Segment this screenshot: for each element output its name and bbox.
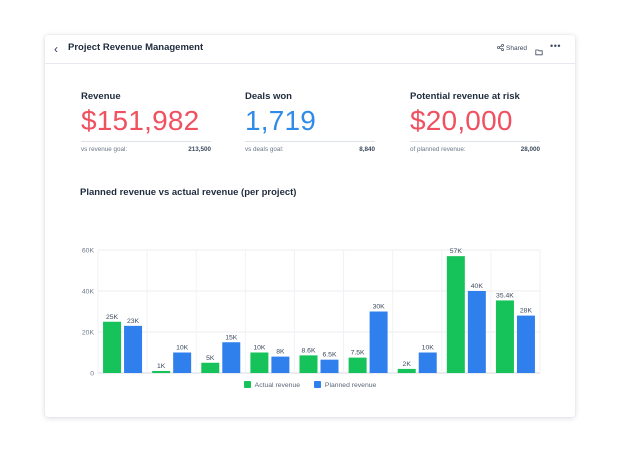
bar-planned-revenue[interactable] [320,359,339,373]
data-label: 40K [471,283,484,290]
data-label: 28K [520,308,533,315]
data-label: 7.5K [351,350,365,357]
data-label: 30K [373,304,386,311]
share-icon [497,44,505,51]
folder-icon[interactable] [535,43,543,61]
data-label: 2K [403,361,412,368]
data-label: 35.4K [496,292,514,299]
bar-planned-revenue[interactable] [222,342,241,373]
data-label: 8K [276,349,285,356]
bar-actual-revenue[interactable] [103,321,122,373]
kpi-revenue: Revenue $151,982 vs revenue goal: 213,50… [81,91,211,156]
bar-actual-revenue[interactable] [348,357,367,373]
divider [81,141,211,142]
legend-label-planned: Planned revenue [324,382,377,389]
data-label: 10K [176,345,189,352]
y-tick-label: 60K [82,248,95,255]
bar-actual-revenue[interactable] [250,352,269,374]
bar-planned-revenue[interactable] [467,291,486,373]
kpi-goal-value: 213,500 [188,146,211,153]
y-tick-label: 20K [82,330,95,337]
bar-planned-revenue[interactable] [124,325,143,373]
revenue-dashboard-card: ‹ Project Revenue Management Shared ••• … [45,35,575,417]
kpi-goal-value: 28,000 [520,146,540,153]
kpi-goal-label: of planned revenue: [410,146,466,153]
data-label: 6.5K [323,352,337,359]
bar-planned-revenue[interactable] [173,352,192,374]
kpi-revenue-at-risk: Potential revenue at risk $20,000 of pla… [410,91,540,156]
y-tick-label: 40K [82,289,95,296]
kpi-value: 1,719 [245,105,317,136]
bar-actual-revenue[interactable] [446,256,465,373]
divider [245,141,375,142]
data-label: 15K [225,334,238,341]
data-label: 10K [253,345,266,352]
revenue-bar-chart: 020K40K60K25K23KAdtech SpringFling1K10KB… [82,248,541,378]
y-tick-label: 0 [90,371,94,378]
kpi-label: Potential revenue at risk [410,91,520,102]
kpi-deals-won: Deals won 1,719 vs deals goal: 8,840 [245,91,375,156]
bar-actual-revenue[interactable] [299,355,318,373]
bar-planned-revenue[interactable] [369,311,388,374]
more-options-icon[interactable]: ••• [550,41,561,51]
legend-swatch-actual [243,381,251,388]
bar-planned-revenue[interactable] [271,356,290,373]
data-label: 8.6K [302,347,316,354]
data-label: 10K [422,345,435,352]
bar-actual-revenue[interactable] [397,368,416,373]
legend-item-planned[interactable]: Planned revenue [313,381,377,389]
kpi-goal-label: vs deals goal: [245,146,284,153]
chart-title: Planned revenue vs actual revenue (per p… [80,187,297,198]
kpi-label: Deals won [245,91,292,102]
card-header: ‹ Project Revenue Management Shared ••• [45,35,575,64]
bar-planned-revenue[interactable] [418,352,437,374]
kpi-value: $20,000 [410,105,513,136]
bar-actual-revenue[interactable] [495,300,514,373]
share-label: Shared [506,45,527,52]
data-label: 23K [127,318,140,325]
data-label: 25K [106,314,119,321]
page-title: Project Revenue Management [68,42,204,53]
data-label: 5K [206,355,215,362]
share-button[interactable]: Shared [497,44,527,52]
bar-actual-revenue[interactable] [201,362,220,373]
divider [410,141,540,142]
kpi-goal-label: vs revenue goal: [81,146,128,153]
data-label: 57K [450,248,463,255]
legend-label-actual: Actual revenue [254,382,301,389]
bar-actual-revenue[interactable] [152,370,171,373]
legend-swatch-planned [313,381,321,388]
back-arrow-icon[interactable]: ‹ [54,42,58,56]
legend-item-actual[interactable]: Actual revenue [243,381,301,389]
kpi-label: Revenue [81,91,121,102]
kpi-value: $151,982 [81,105,200,136]
bar-planned-revenue[interactable] [516,315,535,373]
kpi-goal-value: 8,840 [359,146,375,153]
chart-legend: Actual revenue Planned revenue [45,381,575,389]
data-label: 1K [157,363,166,370]
